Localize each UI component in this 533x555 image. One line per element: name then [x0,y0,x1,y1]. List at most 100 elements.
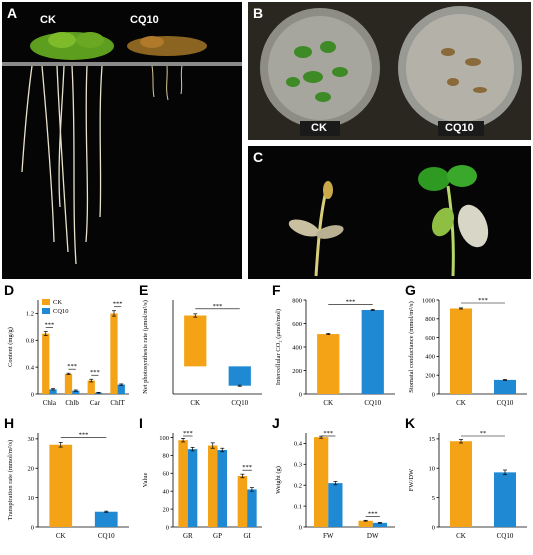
y-tick-label: 40 [163,488,170,495]
chart-k: 0 5 10 15 FW/DW CK CQ10 ** [408,430,527,540]
significance-marker: *** [323,430,333,437]
y-tick-label: 15 [429,436,436,443]
bar [494,379,516,394]
bar [110,313,118,394]
y-axis-label: Stomatal conductance (mmol/m²/s) [408,301,415,392]
y-axis-label: Value [142,472,149,487]
chart-j: 0 0.1 0.2 0.3 0.4 Weight (g) FW DW *** *** [275,430,395,540]
y-axis-label: Weight (g) [275,466,282,494]
x-tick-label: CK [456,399,466,407]
y-tick-label: 30 [28,436,35,443]
significance-marker: *** [242,464,252,471]
x-tick-label: GI [243,532,251,540]
photo-label-ck: CK [40,14,56,26]
x-tick-label: ChlT [110,399,125,407]
bar [228,366,251,386]
y-tick-label: 0.4 [26,364,35,371]
significance-marker: *** [368,510,378,517]
chart-e: Net photosynthesis rate (μmol/m²/s) CK CQ1… [142,300,262,407]
bar [328,483,343,527]
x-tick-label: CQ10 [98,532,115,540]
significance-marker: *** [478,297,488,304]
bar [49,389,57,394]
y-tick-label: 0.3 [294,462,302,469]
y-tick-label: 0 [31,391,34,398]
y-tick-label: 20 [28,466,35,473]
panel-letter: B [253,5,264,21]
bar [117,384,125,394]
chart-panel-j: J 0 0.1 0.2 0.3 0.4 Weight (g) FW DW *** *** [268,415,401,550]
chart-panel-i: I 0 20 40 60 80 100 Value GR GP GI *** *** [135,415,268,550]
x-tick-label: CK [56,532,66,540]
y-axis-label: Intercellular CO₂ (μmol/mol) [275,309,282,385]
y-tick-label: 5 [432,495,435,502]
legend-swatch [42,308,50,314]
x-tick-label: CK [323,399,333,407]
x-tick-label: CQ10 [231,399,248,407]
significance-marker: *** [183,430,193,437]
y-tick-label: 400 [425,354,435,361]
x-tick-label: CK [456,532,466,540]
panel-letter: C [253,149,264,165]
significance-marker: *** [45,322,55,329]
bar [237,475,248,527]
significance-marker: *** [79,431,89,438]
y-tick-label: 0.4 [294,441,303,448]
panel-letter: A [7,5,18,21]
bar [184,315,207,367]
y-tick-label: 100 [159,435,169,442]
y-tick-label: 0 [299,391,302,398]
y-tick-label: 20 [163,506,170,513]
y-tick-label: 0.1 [294,503,302,510]
y-tick-label: 800 [425,316,435,323]
x-tick-label: Chlb [65,399,79,407]
bar [494,472,516,527]
y-axis-label: FW/DW [408,468,415,491]
chart-panel-f: F 0 200 400 600 800 Intercellular CO₂ (μmol/m… [268,282,401,417]
y-tick-label: 0 [432,524,435,531]
bar [187,449,198,527]
legend-swatch [42,299,50,305]
y-tick-label: 200 [292,368,302,375]
photo-panel-b: B CK CQ10 [248,2,531,140]
x-tick-label: GP [213,532,222,540]
y-tick-label: 10 [28,495,35,502]
y-tick-label: 80 [163,453,170,460]
y-tick-label: 10 [429,466,436,473]
bar [217,450,227,527]
chart-f: 0 200 400 600 800 Intercellular CO₂ (μmol/mol… [275,297,395,407]
bar [358,520,373,527]
x-tick-label: CQ10 [497,532,514,540]
significance-marker: *** [346,298,356,305]
y-tick-label: 600 [292,321,302,328]
panel-letter: H [4,415,15,431]
y-tick-label: 1000 [422,297,435,304]
significance-marker: *** [90,369,100,376]
significance-marker: *** [113,301,123,308]
y-axis-label: Net photosynthesis rate (μmol/m²/s) [142,300,149,394]
photo-panel-c: C [248,146,531,279]
bar [314,437,329,527]
seedling-photo [288,165,489,277]
chart-panel-k: K 0 5 10 15 FW/DW CK CQ10 ** [401,415,533,550]
bar [42,333,50,394]
y-tick-label: 0.8 [26,338,34,345]
legend-label: CQ10 [53,308,69,315]
photo-label-cq10: CQ10 [130,14,159,26]
y-tick-label: 200 [425,373,435,380]
x-tick-label: Chla [43,399,57,407]
x-tick-label: CQ10 [364,399,381,407]
chart-i: 0 20 40 60 80 100 Value GR GP GI *** *** [142,430,262,540]
bar [64,373,73,394]
y-tick-label: 800 [292,297,302,304]
seedling-root-photo [2,32,242,265]
bar [72,390,80,394]
significance-marker: *** [213,303,223,310]
panel-letter: F [272,282,281,298]
bar [247,489,257,527]
x-tick-label: DW [367,532,379,540]
chart-g: 0 200 400 600 800 1000 Stomatal conductance (m… [408,297,527,407]
chart-h: 0 10 20 30 Transpiration rate (mmol/m²/s) CK C… [7,431,129,540]
chart-panel-e: E Net photosynthesis rate (μmol/m²/s) CK C… [135,282,268,417]
panel-letter: G [405,282,416,298]
